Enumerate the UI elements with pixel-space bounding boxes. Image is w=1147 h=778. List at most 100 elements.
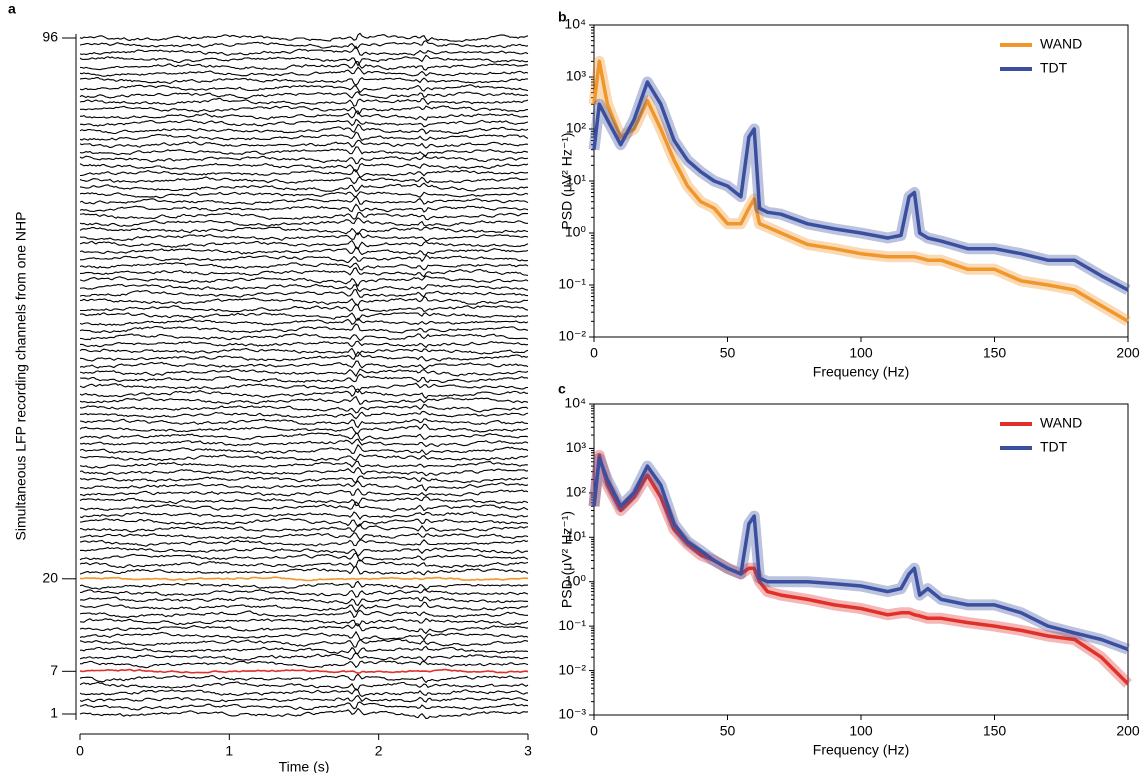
- x-tick-label: 100: [849, 723, 873, 739]
- lfp-trace: [79, 368, 529, 378]
- lfp-trace: [79, 511, 529, 521]
- lfp-trace: [79, 254, 529, 264]
- lfp-trace: [79, 347, 529, 357]
- lfp-trace: [79, 146, 529, 157]
- lfp-trace: [79, 275, 529, 287]
- lfp-trace: [79, 596, 529, 607]
- lfp-trace: [79, 488, 529, 497]
- y-tick-label: 10²: [566, 120, 587, 136]
- lfp-trace: [79, 418, 529, 429]
- x-axis-label: Frequency (Hz): [813, 364, 909, 380]
- series-line: [592, 59, 1129, 323]
- lfp-trace: [79, 403, 529, 414]
- lfp-trace: [79, 701, 529, 711]
- lfp-trace: [79, 546, 529, 558]
- series-band: [588, 452, 1130, 655]
- series-line: [592, 456, 1129, 652]
- lfp-trace: [79, 60, 529, 71]
- lfp-trace: [79, 466, 529, 477]
- x-tick-label: 150: [983, 345, 1007, 361]
- lfp-trace: [79, 283, 529, 293]
- panel-label: a: [8, 1, 16, 17]
- lfp-trace: [79, 340, 529, 349]
- lfp-trace: [80, 303, 529, 313]
- lfp-trace: [79, 532, 529, 541]
- series-line: [592, 453, 1130, 686]
- x-tick-label: 150: [983, 723, 1007, 739]
- lfp-trace: [79, 262, 529, 271]
- y-tick-label: 10¹: [566, 528, 587, 544]
- lfp-trace: [79, 203, 529, 213]
- y-axis-label: PSD (μV² Hz⁻¹): [559, 511, 575, 608]
- lfp-trace: [79, 45, 529, 56]
- lfp-trace: [79, 169, 529, 178]
- lfp-trace: [79, 588, 529, 598]
- y-axis-label: PSD (μV² Hz⁻¹): [559, 132, 575, 229]
- lfp-trace: [79, 623, 529, 635]
- y-tick-label: 10⁰: [565, 224, 587, 240]
- y-tick-label: 10⁰: [565, 572, 587, 588]
- x-tick-label: 200: [1116, 723, 1140, 739]
- y-tick-label: 10⁻¹: [558, 617, 586, 633]
- lfp-trace: [79, 77, 528, 87]
- lfp-trace: [79, 694, 529, 703]
- lfp-trace: [79, 191, 529, 199]
- lfp-trace: [79, 182, 529, 193]
- series-band: [588, 449, 1132, 688]
- x-tick-label: 3: [524, 743, 532, 759]
- x-tick-label: 1: [225, 743, 233, 759]
- lfp-trace: [79, 460, 529, 469]
- lfp-trace: [79, 66, 529, 77]
- x-tick-label: 100: [849, 345, 873, 361]
- lfp-trace: [79, 707, 529, 720]
- x-axis-label: Frequency (Hz): [813, 742, 909, 758]
- lfp-trace: [79, 288, 528, 298]
- lfp-trace: [80, 266, 529, 278]
- lfp-trace: [79, 660, 529, 669]
- lfp-trace: [79, 638, 529, 648]
- lfp-trace: [79, 195, 529, 205]
- lfp-trace: [79, 131, 529, 142]
- lfp-trace: [79, 539, 529, 547]
- y-tick-label: 7: [50, 662, 58, 678]
- lfp-trace: [79, 211, 528, 221]
- y-tick-label: 10⁻¹: [558, 276, 586, 292]
- lfp-trace: [79, 576, 529, 582]
- lfp-trace: [79, 681, 529, 691]
- lfp-trace: [79, 617, 529, 627]
- lfp-trace: [79, 552, 529, 562]
- lfp-trace: [79, 652, 529, 663]
- legend-label: WAND: [1040, 36, 1082, 52]
- y-tick-label: 10³: [566, 439, 587, 455]
- lfp-trace: [79, 217, 528, 227]
- x-tick-label: 0: [590, 345, 598, 361]
- lfp-trace: [79, 118, 529, 128]
- lfp-trace: [79, 559, 529, 569]
- lfp-trace: [79, 246, 529, 256]
- legend-label: WAND: [1040, 415, 1082, 431]
- x-tick-label: 50: [720, 723, 736, 739]
- lfp-trace: [79, 395, 529, 405]
- lfp-trace: [79, 176, 528, 185]
- y-tick-label: 10²: [566, 484, 587, 500]
- lfp-trace: [79, 139, 529, 149]
- lfp-trace: [79, 123, 529, 135]
- legend-label: TDT: [1040, 439, 1068, 455]
- panel-label: b: [558, 9, 567, 25]
- y-tick-label: 20: [42, 570, 58, 586]
- lfp-trace: [79, 360, 529, 370]
- lfp-trace: [80, 480, 529, 492]
- lfp-trace: [79, 630, 529, 641]
- lfp-trace: [79, 523, 529, 533]
- y-tick-label: 10⁴: [564, 395, 586, 411]
- lfp-trace: [79, 97, 529, 107]
- lfp-trace: [79, 110, 529, 121]
- lfp-trace: [80, 410, 529, 420]
- y-tick-label: 1: [50, 705, 58, 721]
- lfp-trace: [79, 91, 529, 100]
- lfp-trace: [79, 423, 529, 434]
- lfp-trace: [79, 438, 529, 448]
- lfp-trace: [79, 495, 529, 507]
- lfp-trace: [79, 317, 529, 327]
